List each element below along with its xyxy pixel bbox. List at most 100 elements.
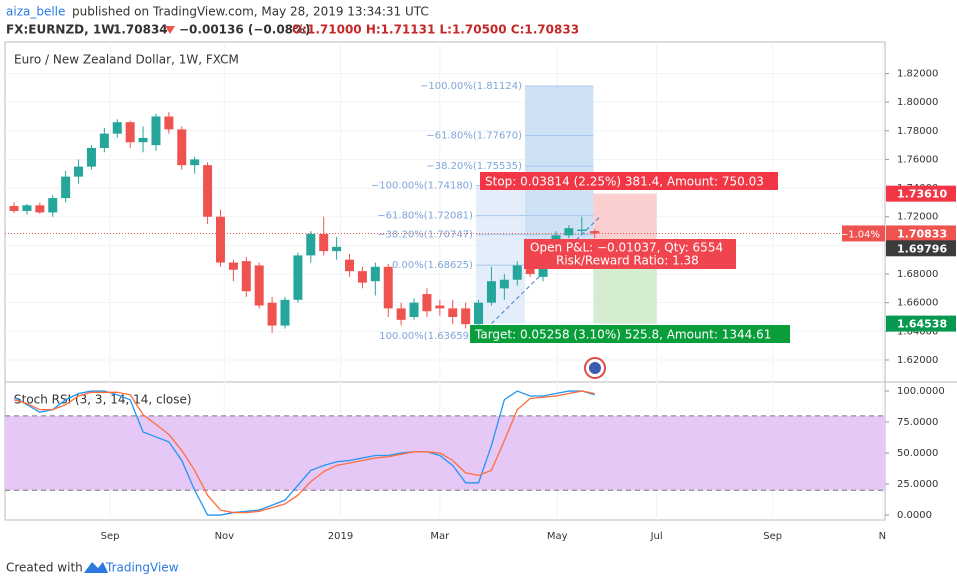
candle-body — [254, 265, 264, 306]
y-tick-label: 1.68000 — [897, 269, 938, 280]
candle-body — [267, 302, 277, 326]
change-box — [842, 225, 885, 242]
y-tick-label: 1.62000 — [897, 355, 938, 366]
y-tick-label: 1.76000 — [897, 154, 938, 165]
change: −0.00136 (−0.08%) — [179, 23, 311, 37]
candle-body — [203, 165, 213, 217]
candle-body — [409, 302, 419, 317]
candle-body — [422, 294, 432, 312]
candle-body — [190, 159, 200, 166]
ohlc: O:1.71000 H:1.71131 L:1.70500 C:1.70833 — [292, 23, 579, 37]
fib-label: 100.00%(1.63659) — [379, 331, 473, 342]
rr-text: Risk/Reward Ratio: 1.38 — [556, 254, 699, 268]
candle-body — [383, 266, 393, 309]
y-tick-label: 1.80000 — [897, 97, 938, 108]
candle-body — [370, 266, 380, 282]
candle-body — [241, 261, 251, 292]
y-tick-label: 1.82000 — [897, 69, 938, 80]
candle-body — [228, 262, 238, 270]
candle-body — [396, 308, 406, 320]
entry-path — [491, 215, 602, 324]
candle-body — [486, 281, 496, 303]
last: 1.70834 — [113, 23, 168, 37]
created: Created with — [6, 561, 83, 575]
price-label: 1.70833 — [897, 227, 947, 240]
candle-body — [215, 216, 225, 263]
candle-body — [577, 229, 587, 232]
icon — [589, 362, 601, 374]
stop-box — [480, 172, 778, 190]
fib-label: −38.20%(1.70747) — [377, 230, 473, 241]
candle-body — [48, 198, 58, 213]
candle-body — [22, 205, 32, 211]
candle-body — [74, 166, 84, 177]
candle-body — [9, 205, 19, 211]
candle-body — [357, 271, 367, 283]
candle-body — [306, 233, 316, 256]
published: published on TradingView.com, May 28, 20… — [72, 5, 429, 19]
y-tick-label: 1.72000 — [897, 212, 938, 223]
candle-body — [293, 255, 303, 300]
y-tick-label: 1.66000 — [897, 298, 938, 309]
candle-body — [99, 133, 109, 148]
candle-body — [138, 137, 148, 143]
candle-body — [177, 129, 187, 166]
price-label-box — [886, 225, 956, 242]
candle-body — [499, 279, 509, 289]
fib-label: −100.00%(1.74180) — [371, 181, 473, 192]
y-tick-label: 1.78000 — [897, 126, 938, 137]
rsi-line — [13, 390, 595, 514]
fib-label: −38.20%(1.75535) — [426, 161, 522, 172]
candle-body — [448, 308, 458, 317]
y-tick-label: 50.0000 — [897, 448, 938, 459]
price-label-box — [886, 240, 956, 257]
x-tick-label: Jul — [650, 531, 663, 542]
price-label-box — [886, 185, 956, 202]
candle-body — [461, 308, 471, 325]
candle-body — [590, 231, 600, 234]
candle-body — [525, 265, 535, 275]
candle-body — [474, 302, 484, 325]
x-tick-label: Mar — [430, 531, 450, 542]
author: aiza_belle — [6, 5, 65, 19]
chart-title: Euro / New Zealand Dollar, 1W, FXCM — [14, 53, 239, 67]
x-tick-label: Sep — [101, 531, 120, 542]
candle-body — [564, 228, 574, 236]
candle-body — [512, 265, 522, 280]
y-tick-label: 1.64000 — [897, 326, 938, 337]
candle-body — [164, 116, 174, 130]
fib-zone — [475, 185, 525, 324]
fib-label: 0.00%(1.68625) — [392, 260, 473, 271]
symbol: FX:EURNZD, 1W — [6, 23, 114, 37]
x-tick-label: N — [879, 531, 886, 542]
logo — [84, 562, 108, 573]
candle-body — [35, 205, 45, 213]
price-label: 1.69796 — [897, 242, 947, 255]
candle-body — [345, 259, 355, 272]
fib-zone — [525, 86, 594, 249]
rsi-title: Stoch RSI (3, 3, 14, 14, close) — [14, 393, 192, 407]
price-label-box — [886, 315, 956, 332]
x-tick-label: Sep — [763, 531, 782, 542]
y-tick-label: 0.0000 — [897, 510, 932, 521]
fib-label: −61.80%(1.72081) — [377, 211, 473, 222]
candle-body — [112, 122, 122, 134]
stop-text: Stop: 0.03814 (2.25%) 381.4, Amount: 750… — [485, 175, 764, 189]
brand: TradingView — [105, 561, 179, 575]
pnl-text: Open P&L: −0.01037, Qty: 6554 — [530, 241, 723, 255]
fib-label: −61.80%(1.77670) — [426, 131, 522, 142]
y-tick-label: 75.0000 — [897, 417, 938, 428]
target-text: Target: 0.05258 (3.10%) 525.8, Amount: 1… — [474, 328, 771, 342]
candle-body — [280, 299, 290, 326]
change-label: −1.04% — [840, 229, 880, 240]
candle-body — [125, 122, 135, 143]
candle-body — [319, 233, 329, 252]
candle-body — [86, 147, 96, 167]
candle-body — [435, 305, 445, 309]
band-fill — [5, 415, 885, 491]
pnl-box — [524, 239, 736, 269]
fib-label: −100.00%(1.81124) — [420, 81, 522, 92]
x-tick-label: Nov — [215, 531, 235, 542]
